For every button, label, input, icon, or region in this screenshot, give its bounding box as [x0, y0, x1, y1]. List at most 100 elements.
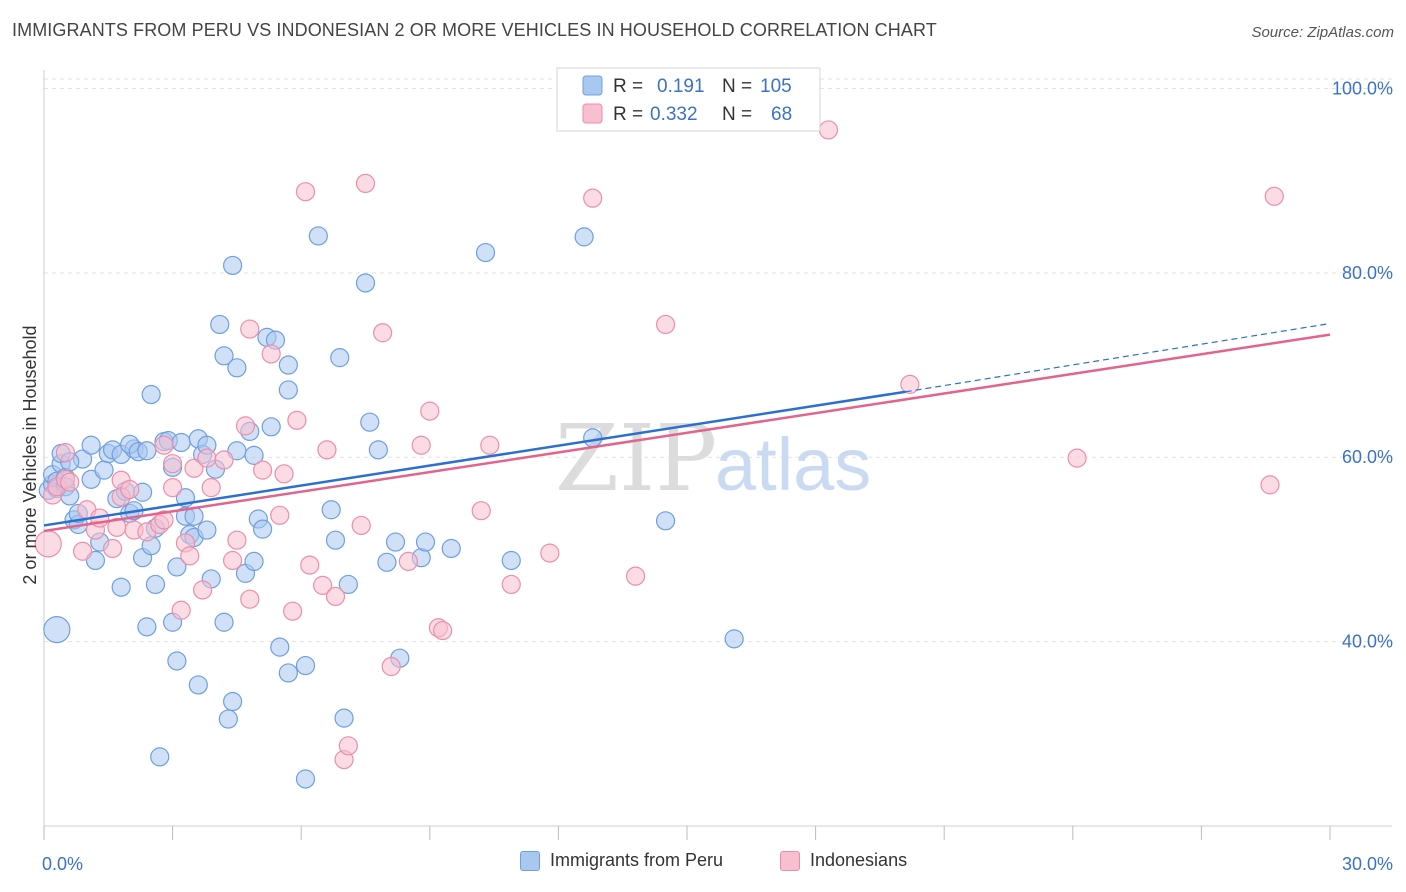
legend-n-label: N =	[722, 104, 752, 125]
peru-trend-extension	[905, 322, 1331, 393]
peru-point	[85, 550, 106, 571]
indonesian-point	[197, 448, 217, 468]
legend-swatch-indonesians	[582, 103, 603, 124]
indonesian-point	[240, 319, 260, 339]
legend-r-value: 0.332	[650, 104, 698, 125]
axes: 40.0% 60.0% 80.0% 100.0% 0.0% 30.0%	[42, 70, 1393, 874]
peru-point	[253, 519, 273, 539]
y-tick-label: 40.0%	[1342, 632, 1393, 652]
legend-r-value: 0.191	[657, 76, 705, 97]
peru-point	[360, 412, 380, 432]
peru-point	[583, 428, 603, 448]
peru-point	[278, 663, 298, 683]
trend-lines	[43, 322, 1331, 533]
indonesian-point	[283, 601, 303, 621]
peru-point	[724, 629, 744, 649]
legend-n-label: N =	[722, 76, 752, 97]
peru-point	[278, 355, 298, 375]
peru-point	[197, 520, 217, 540]
y-axis-label: 2 or more Vehicles in Household	[20, 325, 40, 584]
indonesian-point	[338, 736, 358, 756]
watermark-zip: ZIP	[555, 405, 717, 512]
y-tick-label: 60.0%	[1342, 447, 1393, 467]
indonesian-point	[163, 478, 183, 498]
indonesian-point	[1067, 448, 1087, 468]
correlation-legend: R = 0.191 N = 105 R = 0.332 N = 68	[556, 67, 821, 132]
indonesian-point	[325, 586, 346, 607]
peru-point	[43, 616, 71, 644]
indonesian-point	[227, 530, 247, 550]
indonesian-point	[270, 505, 290, 525]
peru-point	[150, 747, 170, 767]
legend-item-indonesians: Indonesians	[780, 850, 907, 871]
indonesian-point	[193, 580, 213, 600]
peru-point	[377, 552, 397, 572]
indonesian-point	[351, 515, 371, 536]
peru-point	[137, 441, 157, 461]
data-points	[34, 78, 1284, 789]
legend-label-peru: Immigrants from Peru	[550, 850, 724, 870]
watermark-atlas: atlas	[715, 423, 871, 506]
indonesian-point	[214, 450, 234, 470]
indonesian-point	[72, 541, 93, 561]
peru-point	[223, 255, 243, 276]
peru-point	[261, 417, 281, 437]
peru-point	[210, 314, 230, 335]
peru-point	[325, 530, 346, 550]
peru-point	[81, 469, 101, 489]
peru-trend-line	[43, 390, 906, 527]
y-tick-label: 100.0%	[1332, 78, 1393, 98]
indonesian-point	[154, 510, 174, 530]
indonesian-point	[411, 435, 431, 455]
indonesian-point	[373, 323, 393, 343]
peru-point	[475, 242, 496, 263]
peru-point	[655, 511, 676, 531]
indonesian-point	[1264, 186, 1284, 206]
indonesian-point	[295, 182, 316, 202]
indonesian-point	[102, 538, 123, 559]
indonesian-point	[120, 479, 140, 500]
indonesian-point	[1260, 475, 1280, 495]
peru-point	[137, 617, 157, 637]
peru-point	[321, 500, 341, 520]
indonesian-point	[420, 401, 440, 421]
peru-point	[441, 538, 461, 559]
indonesian-point	[818, 120, 839, 140]
indonesian-point	[313, 575, 333, 595]
legend-swatch-indonesians	[780, 850, 800, 871]
peru-point	[308, 226, 328, 246]
indonesian-point	[163, 454, 183, 474]
indonesian-point	[274, 464, 294, 484]
peru-point	[171, 432, 191, 453]
legend-n-value: 105	[760, 76, 792, 97]
legend-r-label: R =	[613, 104, 643, 125]
peru-point	[295, 769, 316, 789]
indonesian-point	[253, 460, 273, 480]
peru-point	[278, 380, 298, 400]
legend-r-label: R =	[613, 76, 643, 97]
peru-point	[295, 655, 316, 676]
peru-point	[227, 358, 247, 378]
indonesian-point	[398, 551, 418, 572]
indonesian-point	[180, 546, 200, 566]
indonesian-point	[480, 435, 500, 455]
peru-point	[415, 532, 436, 552]
peru-point	[355, 273, 376, 293]
legend-swatch-peru	[520, 850, 540, 871]
legend-item-peru: Immigrants from Peru	[520, 850, 723, 871]
indonesian-point	[501, 574, 521, 595]
indonesian-point	[55, 443, 76, 463]
indonesian-point	[625, 566, 646, 586]
source-credit: Source: ZipAtlas.com	[1251, 24, 1394, 41]
peru-point	[244, 445, 264, 465]
indonesian-point	[317, 440, 337, 460]
indonesian-point	[540, 543, 560, 563]
indonesian-point	[471, 501, 491, 521]
indonesian-trend-line	[43, 333, 1331, 533]
indonesian-point	[381, 656, 401, 677]
peru-point	[214, 612, 234, 632]
peru-point	[330, 348, 350, 368]
chart-title: IMMIGRANTS FROM PERU VS INDONESIAN 2 OR …	[12, 20, 937, 40]
indonesian-point	[184, 458, 204, 478]
